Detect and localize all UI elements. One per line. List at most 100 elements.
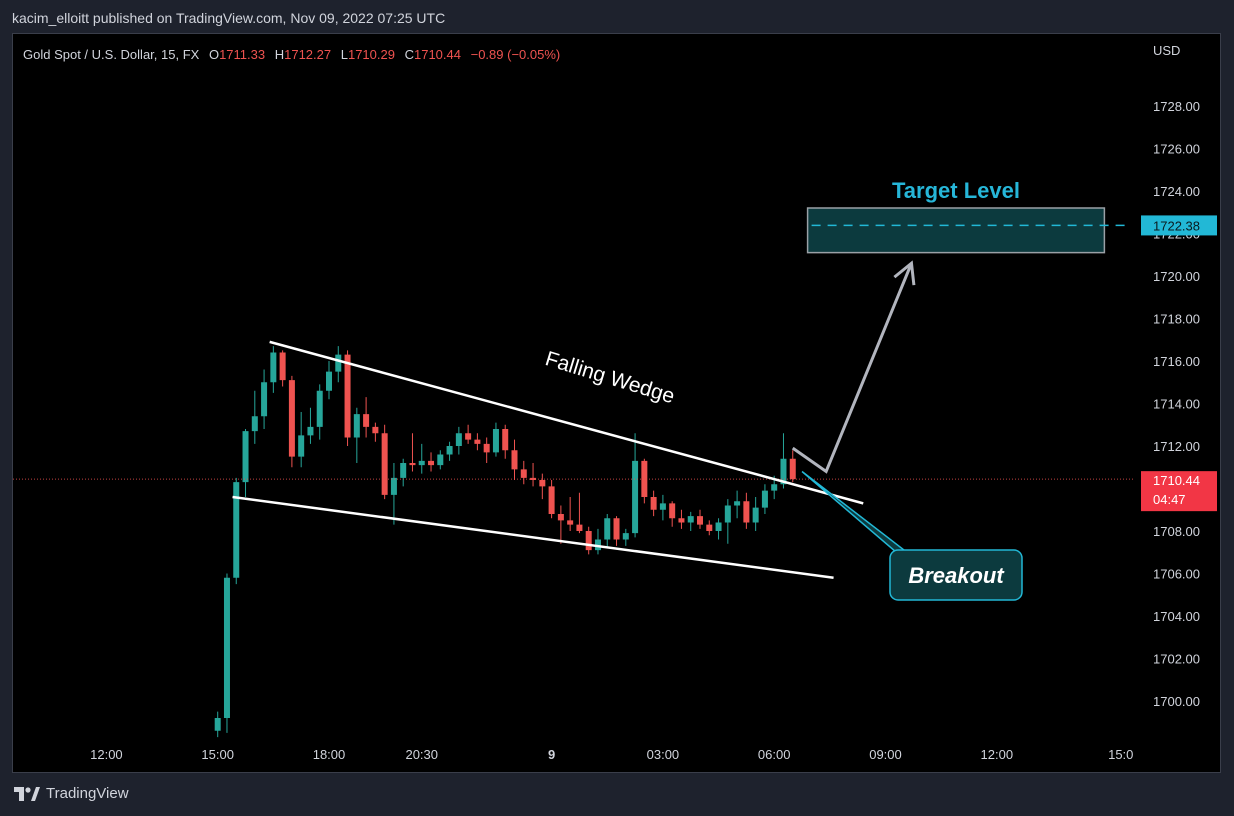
time-tick-label: 03:00: [647, 747, 680, 762]
price-tags: 1710.44 04:47 1722.38: [1141, 215, 1217, 512]
candle: [214, 711, 221, 738]
candle-body: [548, 486, 555, 514]
candle-body: [390, 477, 397, 495]
legend-open-value: 1711.33: [219, 47, 265, 62]
candle: [446, 441, 453, 461]
candle-body: [326, 371, 332, 391]
candle: [483, 437, 490, 463]
candle-body: [557, 514, 564, 521]
candle-body: [251, 416, 258, 432]
candle: [363, 397, 370, 438]
candle: [752, 497, 759, 531]
candle-body: [734, 501, 741, 506]
candle-body: [363, 414, 370, 427]
wedge-lower-line: [232, 495, 834, 579]
candle-body: [641, 460, 648, 497]
legend-close-label: C: [405, 47, 414, 62]
currency-label: USD: [1153, 43, 1180, 58]
candle-body: [270, 352, 277, 383]
target-price-tag: [1141, 215, 1217, 236]
candle-body: [520, 469, 527, 478]
candle: [288, 375, 295, 468]
candle-body: [261, 382, 268, 417]
target-arrow-head: [893, 260, 916, 286]
candle: [353, 407, 360, 463]
candle-body: [353, 414, 360, 438]
candle: [344, 350, 351, 446]
candle: [400, 458, 407, 487]
candle-body: [650, 497, 657, 510]
candle: [242, 429, 249, 497]
price-tick-label: 1726.00: [1153, 142, 1200, 157]
price-tick-label: 1716.00: [1153, 354, 1200, 369]
candlestick-chart[interactable]: Falling Wedge Target Level Breakout Gold S…: [13, 34, 1222, 774]
candle: [576, 492, 583, 534]
time-tick-label: 12:00: [981, 747, 1014, 762]
time-tick-label: 9: [548, 747, 555, 762]
candle: [789, 450, 796, 483]
countdown-timer: 04:47: [1153, 492, 1186, 507]
candle-body: [344, 354, 351, 438]
candle: [706, 520, 713, 536]
candle: [251, 390, 258, 444]
candle: [734, 490, 741, 519]
candle-body: [511, 450, 518, 470]
tradingview-logo-icon: [14, 786, 40, 801]
candle: [307, 407, 314, 444]
candle-body: [437, 454, 444, 466]
candle: [724, 499, 731, 544]
candle: [455, 426, 462, 455]
candle: [678, 509, 685, 529]
target-price-value: 1722.38: [1153, 218, 1200, 233]
candle-body: [242, 431, 249, 483]
candle-body: [446, 446, 453, 455]
candle: [687, 511, 694, 531]
price-tick-label: 1700.00: [1153, 694, 1200, 709]
price-tick-label: 1728.00: [1153, 99, 1200, 114]
price-axis[interactable]: 1700.00 1702.00 1704.00 1706.00 1708.00 1710.…: [1153, 99, 1200, 709]
candle-body: [233, 482, 240, 578]
candle: [530, 463, 537, 487]
candle-body: [530, 477, 537, 480]
candle-body: [400, 463, 407, 478]
candle-body: [761, 490, 768, 508]
candle-body: [288, 380, 295, 457]
time-axis[interactable]: 12:00 15:00 18:00 20:30 9 03:00 06:00 09:00 12:0…: [90, 747, 1133, 762]
candle: [659, 494, 666, 521]
candle: [428, 452, 435, 472]
breakout-label: Breakout: [908, 563, 1005, 588]
chart-panel[interactable]: Falling Wedge Target Level Breakout Gold S…: [12, 33, 1221, 773]
wedge-upper-line: [269, 340, 864, 505]
candle: [511, 439, 518, 480]
breakout-pointer: [801, 470, 906, 553]
candle: [613, 516, 620, 546]
candle-body: [316, 390, 323, 427]
candle-body: [706, 524, 713, 531]
legend-close-value: 1710.44: [414, 47, 461, 62]
candle: [390, 463, 397, 525]
candle-body: [687, 516, 694, 523]
legend-high-label: H: [275, 47, 284, 62]
candle-body: [335, 354, 342, 372]
tradingview-brand[interactable]: TradingView: [14, 785, 129, 802]
candle: [632, 433, 639, 538]
candle-body: [502, 429, 509, 451]
candle-body: [409, 463, 416, 466]
candle: [780, 433, 787, 489]
candle-body: [594, 539, 601, 551]
candle: [761, 484, 768, 514]
candle: [437, 450, 444, 470]
candle: [298, 412, 305, 468]
price-tick-label: 1724.00: [1153, 184, 1200, 199]
time-tick-label: 20:30: [405, 747, 438, 762]
candle-body: [622, 533, 629, 540]
candle: [567, 497, 574, 531]
candle-body: [678, 518, 685, 523]
time-tick-label: 18:00: [313, 747, 346, 762]
time-tick-label: 15:00: [201, 747, 234, 762]
candle: [326, 361, 332, 400]
candle-body: [372, 426, 379, 434]
candle-body: [483, 443, 490, 453]
candle: [233, 477, 240, 585]
candle-body: [418, 460, 425, 466]
